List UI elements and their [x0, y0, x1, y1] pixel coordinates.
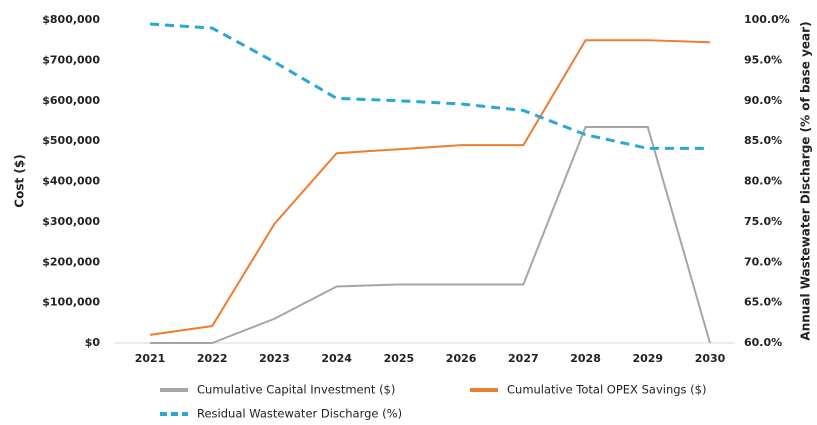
y2-tick-label: 75.0% [744, 215, 782, 228]
x-tick-label: 2028 [570, 352, 601, 365]
y2-tick-label: 95.0% [744, 53, 782, 66]
y-tick-label: $500,000 [42, 134, 100, 147]
y2-tick-label: 60.0% [744, 336, 782, 349]
x-tick-label: 2024 [321, 352, 352, 365]
y2-tick-label: 65.0% [744, 296, 782, 309]
x-tick-label: 2027 [508, 352, 539, 365]
y-tick-label: $200,000 [42, 255, 100, 268]
y2-tick-label: 80.0% [744, 175, 782, 188]
y2-tick-label: 70.0% [744, 255, 782, 268]
y-tick-label: $400,000 [42, 175, 100, 188]
legend-label: Cumulative Capital Investment ($) [197, 383, 395, 397]
x-tick-label: 2023 [259, 352, 290, 365]
legend-label: Cumulative Total OPEX Savings ($) [507, 383, 706, 397]
x-tick-label: 2030 [695, 352, 726, 365]
x-tick-label: 2029 [632, 352, 663, 365]
y-axis-title: Cost ($) [13, 154, 27, 207]
y2-tick-label: 90.0% [744, 94, 782, 107]
x-tick-label: 2026 [446, 352, 477, 365]
y-tick-label: $300,000 [42, 215, 100, 228]
y-tick-label: $100,000 [42, 296, 100, 309]
y2-tick-label: 100.0% [744, 13, 790, 26]
y-tick-label: $0 [85, 336, 101, 349]
y2-tick-label: 85.0% [744, 134, 782, 147]
y2-axis-title: Annual Wastewater Discharge (% of base y… [799, 21, 813, 340]
x-tick-label: 2022 [197, 352, 228, 365]
x-tick-label: 2025 [384, 352, 415, 365]
series-line [149, 39, 711, 336]
legend-label: Residual Wastewater Discharge (%) [197, 407, 402, 421]
x-tick-label: 2021 [135, 352, 166, 365]
y-tick-label: $600,000 [42, 94, 100, 107]
series-line [150, 125, 711, 344]
y-tick-label: $800,000 [42, 13, 100, 26]
y-tick-label: $700,000 [42, 53, 100, 66]
series-line [149, 22, 710, 150]
